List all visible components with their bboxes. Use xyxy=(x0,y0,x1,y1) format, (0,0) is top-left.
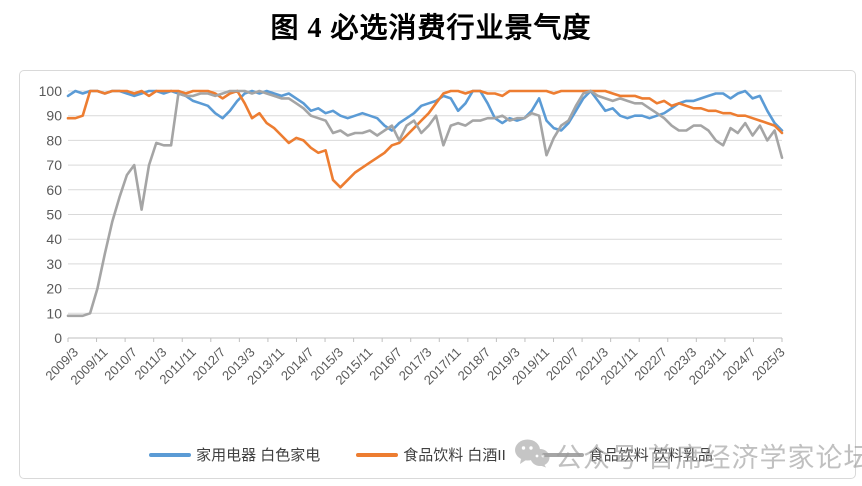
blue-line-marker xyxy=(149,452,192,457)
y-axis-label: 80 xyxy=(46,132,62,148)
gray-line-marker xyxy=(541,452,584,457)
series-line xyxy=(66,89,784,189)
series-line xyxy=(66,89,784,318)
x-axis-label: 2025/3 xyxy=(749,345,788,384)
legend-item-baijiu: 食品饮料 白酒II xyxy=(356,444,506,465)
chart-title: 图 4 必选消费行业景气度 xyxy=(270,13,592,44)
chart-legend: 家用电器 白色家电 食品饮料 白酒II 食品饮料 饮料乳品 xyxy=(0,444,862,465)
y-axis-label: 0 xyxy=(54,330,62,346)
legend-item-beverage-dairy: 食品饮料 饮料乳品 xyxy=(541,444,713,465)
y-axis-label: 10 xyxy=(46,305,62,321)
y-axis-label: 50 xyxy=(46,207,62,223)
y-axis-label: 70 xyxy=(46,157,62,173)
y-axis-label: 20 xyxy=(46,281,62,297)
orange-line-marker xyxy=(356,452,399,457)
legend-label: 家用电器 白色家电 xyxy=(196,447,321,464)
legend-label: 食品饮料 饮料乳品 xyxy=(588,447,713,464)
y-axis-label: 90 xyxy=(46,108,62,124)
legend-label: 食品饮料 白酒II xyxy=(403,447,506,464)
y-axis-label: 30 xyxy=(46,256,62,272)
y-axis-label: 60 xyxy=(46,182,62,198)
chart-frame xyxy=(19,70,856,479)
y-axis-label: 40 xyxy=(46,231,62,247)
legend-item-white-goods: 家用电器 白色家电 xyxy=(149,444,320,465)
x-axis-label: 2010/7 xyxy=(101,345,140,384)
y-axis-label: 100 xyxy=(39,83,63,99)
